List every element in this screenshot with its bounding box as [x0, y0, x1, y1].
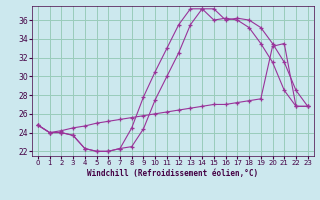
X-axis label: Windchill (Refroidissement éolien,°C): Windchill (Refroidissement éolien,°C) — [87, 169, 258, 178]
